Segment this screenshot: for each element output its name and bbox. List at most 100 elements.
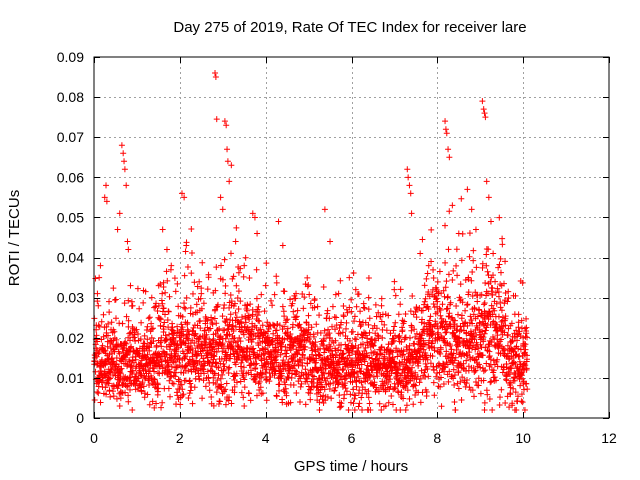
roti-point (514, 331, 521, 338)
roti-point (159, 300, 166, 307)
roti-point (213, 389, 220, 396)
roti-point (211, 370, 218, 377)
roti-point (437, 346, 444, 353)
roti-point (329, 303, 336, 310)
roti-point (504, 331, 511, 338)
roti-point (116, 379, 123, 386)
roti-point (209, 337, 216, 344)
roti-point (232, 309, 239, 316)
roti-point (247, 301, 254, 308)
roti-point (337, 277, 344, 284)
roti-peak-point (305, 326, 312, 333)
roti-point (508, 339, 515, 346)
roti-point (225, 325, 232, 332)
roti-point (428, 258, 435, 265)
roti-point (313, 355, 320, 362)
roti-point (420, 346, 427, 353)
roti-point (346, 352, 353, 359)
roti-point (462, 319, 469, 326)
roti-point (474, 313, 481, 320)
roti-point (340, 350, 347, 357)
roti-point (481, 301, 488, 308)
roti-point (498, 386, 505, 393)
roti-point (162, 311, 169, 318)
roti-point (382, 311, 389, 318)
y-tick-label: 0 (76, 410, 84, 426)
roti-point (479, 352, 486, 359)
roti-point (307, 386, 314, 393)
roti-point (192, 348, 199, 355)
roti-point (446, 368, 453, 375)
roti-point (402, 310, 409, 317)
roti-point (398, 389, 405, 396)
roti-point (103, 323, 110, 330)
roti-point (400, 348, 407, 355)
roti-peak-point (198, 290, 205, 297)
roti-point (409, 293, 416, 300)
roti-point (326, 315, 333, 322)
roti-point (351, 318, 358, 325)
roti-point (151, 376, 158, 383)
roti-point (438, 374, 445, 381)
roti-point (321, 327, 328, 334)
roti-point (227, 311, 234, 318)
roti-point (329, 323, 336, 330)
roti-point (198, 285, 205, 292)
roti-point (165, 308, 172, 315)
roti-point (284, 325, 291, 332)
roti-point (222, 401, 229, 408)
roti-point (329, 351, 336, 358)
roti-point (516, 358, 523, 365)
roti-point (331, 313, 338, 320)
roti-point (451, 371, 458, 378)
roti-point (281, 313, 288, 320)
roti-point (481, 330, 488, 337)
roti-point (129, 367, 136, 374)
roti-point (421, 369, 428, 376)
roti-point (397, 301, 404, 308)
roti-point (355, 291, 362, 298)
roti-peak-point (262, 282, 269, 289)
roti-point (92, 368, 99, 375)
roti-point (357, 323, 364, 330)
roti-point (365, 321, 372, 328)
roti-point (394, 371, 401, 378)
roti-point (470, 311, 477, 318)
roti-point (497, 269, 504, 276)
roti-peak-point (251, 214, 258, 221)
roti-point (310, 373, 317, 380)
roti-peak-point (449, 202, 456, 209)
roti-point (399, 327, 406, 334)
roti-point (342, 385, 349, 392)
roti-point (471, 305, 478, 312)
roti-point (259, 390, 266, 397)
roti-peak-point (228, 162, 235, 169)
roti-point (326, 386, 333, 393)
roti-point (136, 305, 143, 312)
roti-point (253, 295, 260, 302)
roti-point (268, 297, 275, 304)
roti-peak-point (101, 194, 108, 201)
roti-point (444, 294, 451, 301)
roti-point (267, 374, 274, 381)
roti-peak-point (405, 174, 412, 181)
roti-point (106, 375, 113, 382)
roti-point (213, 264, 220, 271)
roti-point (489, 311, 496, 318)
roti-point (191, 340, 198, 347)
roti-point (436, 369, 443, 376)
roti-point (270, 330, 277, 337)
roti-point (474, 298, 481, 305)
roti-point (359, 406, 366, 413)
roti-point (173, 364, 180, 371)
roti-point (417, 399, 424, 406)
roti-point (482, 367, 489, 374)
roti-point (273, 359, 280, 366)
roti-point (284, 316, 291, 323)
roti-point (170, 380, 177, 387)
roti-point (343, 319, 350, 326)
roti-point (223, 380, 230, 387)
roti-point (501, 329, 508, 336)
roti-point (107, 393, 114, 400)
